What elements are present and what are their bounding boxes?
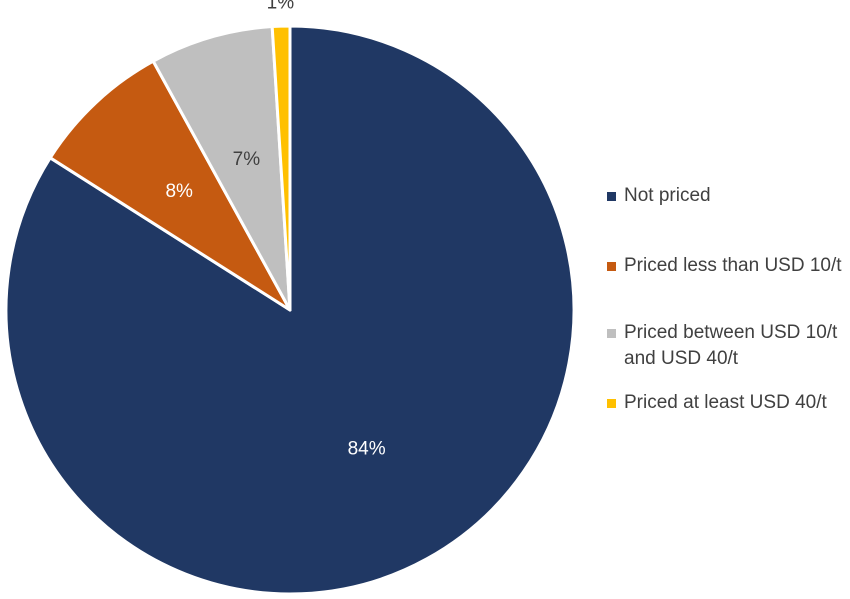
legend-item-priced-less-than-usd-10-t: Priced less than USD 10/t [607,255,842,276]
data-label-not-priced: 84% [348,438,386,459]
legend: Not priced Priced less than USD 10/t Price… [607,185,842,413]
data-label-priced-less-than-usd-10-t: 8% [165,181,193,202]
legend-label: Not priced [624,185,711,206]
legend-swatch [607,262,616,271]
legend-swatch [607,329,616,338]
data-labels: 84% 8% 7% 1% [165,0,385,459]
legend-label: Priced between USD 10/t [624,322,838,343]
pie-slice-priced-less-than-usd-10-t [48,59,292,312]
data-label-priced-at-least-usd-40-t: 1% [267,0,295,13]
legend-label: Priced at least USD 40/t [624,392,827,413]
legend-swatch [607,192,616,201]
legend-item-priced-at-least-usd-40-t: Priced at least USD 40/t [607,392,827,413]
legend-label: Priced less than USD 10/t [624,255,842,276]
legend-label: and USD 40/t [624,348,739,369]
legend-swatch [607,399,616,408]
pie-slice-priced-between-usd-10-t-and-usd-40-t [151,25,292,312]
data-label-priced-between-usd-10-t-and-usd-40-t: 7% [233,149,261,170]
pie-slice-priced-at-least-usd-40-t [270,24,292,312]
pie-slices [4,24,576,596]
legend-item-priced-between-usd-10-t-and-usd-40-t: Priced between USD 10/t and USD 40/t [607,322,838,369]
legend-item-not-priced: Not priced [607,185,711,206]
